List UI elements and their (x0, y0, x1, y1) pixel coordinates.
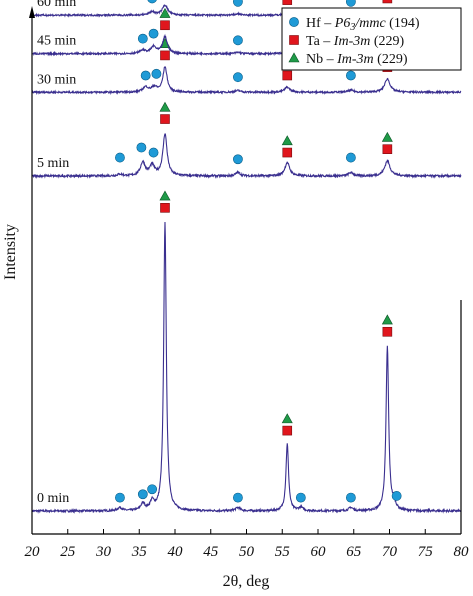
hf-marker (140, 70, 151, 81)
x-tick-label: 25 (60, 544, 76, 560)
hf-marker (345, 0, 356, 7)
hf-marker (115, 152, 125, 163)
hf-marker (151, 68, 162, 79)
series-line (31, 66, 462, 96)
plot-area: 0 min 5 min 30 min 45 min 60 min (31, 0, 462, 514)
hf-marker (115, 492, 125, 503)
ta-marker (160, 50, 170, 61)
hf-marker (233, 154, 243, 165)
x-tick-label: 70 (382, 544, 398, 560)
x-axis-label: 2θ, deg (223, 573, 270, 590)
hf-marker (137, 489, 148, 500)
legend-hf-marker (289, 17, 299, 27)
ta-marker (160, 20, 170, 31)
ta-marker (160, 114, 170, 124)
hf-marker (233, 35, 243, 46)
legend-nb-marker (288, 52, 300, 63)
series-label: 60 min (37, 0, 76, 10)
series-line (31, 133, 462, 180)
axes: 20 25 30 35 40 45 50 55 60 65 70 75 80 (25, 6, 470, 560)
legend-label: Hf – P63/mmc (194) (306, 16, 420, 33)
x-tick-label: 50 (239, 544, 255, 560)
hf-marker (148, 147, 159, 158)
ta-marker (160, 203, 170, 213)
legend-label: Nb – Im-3m (229) (306, 52, 408, 67)
hf-marker (345, 152, 356, 163)
x-tick-label: 80 (454, 544, 470, 560)
y-axis-label: Intensity (2, 224, 19, 280)
legend: Hf – P63/mmc (194)Ta – Im-3m (229) Nb – I… (281, 7, 462, 71)
series-label: 0 min (37, 491, 69, 506)
nb-marker (381, 314, 393, 325)
hf-marker (148, 28, 159, 39)
nb-marker (281, 135, 293, 146)
x-tick-label: 30 (95, 544, 112, 560)
hf-marker (391, 491, 402, 501)
ta-marker (282, 425, 293, 436)
x-tick-label: 45 (203, 544, 219, 560)
x-tick-label: 40 (168, 544, 184, 560)
ta-marker (382, 0, 393, 4)
nb-marker (159, 190, 171, 201)
ta-marker (282, 147, 293, 158)
hf-marker (136, 142, 147, 153)
hf-marker (233, 72, 243, 83)
ta-marker (382, 326, 393, 337)
series-0-min: 0 min (31, 190, 462, 514)
nb-marker (159, 7, 171, 18)
legend-label: Ta – Im-3m (229) (306, 34, 405, 49)
series-line (31, 222, 462, 514)
hf-marker (345, 70, 356, 81)
hf-marker (147, 0, 157, 4)
hf-marker (147, 484, 158, 495)
hf-marker (345, 492, 356, 503)
ta-marker (282, 70, 293, 81)
hf-marker (233, 492, 243, 503)
nb-marker (381, 131, 393, 142)
x-tick-label: 20 (25, 544, 41, 560)
legend-ta-marker (289, 35, 299, 45)
x-tick-label: 35 (131, 544, 148, 560)
x-tick-label: 55 (275, 544, 291, 560)
hf-marker (137, 33, 148, 44)
x-tick-label: 60 (311, 544, 327, 560)
nb-marker (281, 413, 293, 424)
series-label: 5 min (37, 156, 69, 171)
legend-box (281, 7, 462, 71)
nb-marker (159, 101, 171, 112)
y-axis-arrow (29, 6, 35, 18)
series-label: 45 min (37, 34, 76, 49)
series-5-min: 5 min (31, 101, 462, 180)
x-tick-label: 75 (418, 544, 434, 560)
ta-marker (282, 0, 293, 5)
hf-marker (295, 492, 306, 503)
hf-marker (233, 0, 243, 7)
x-tick-label: 65 (346, 544, 362, 560)
series-label: 30 min (37, 72, 76, 87)
ta-marker (382, 144, 393, 154)
